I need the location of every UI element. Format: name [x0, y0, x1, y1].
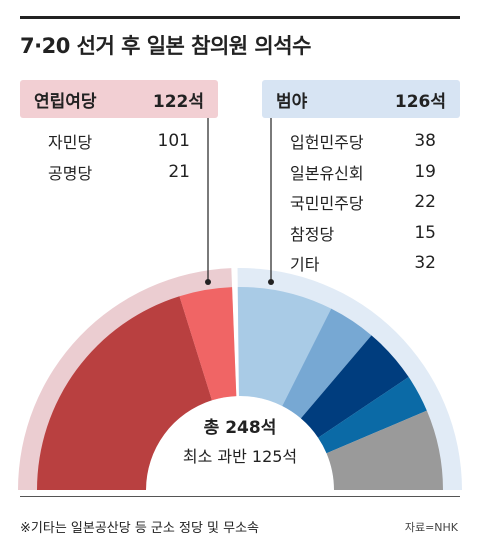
- footnote: ※기타는 일본공산당 등 군소 정당 및 무소속: [20, 521, 260, 536]
- top-rule: [20, 16, 460, 19]
- list-item: 일본유신회 19: [290, 157, 436, 188]
- opposition-header: 범야 126석: [262, 80, 460, 118]
- party-seats: 32: [414, 253, 436, 274]
- list-item: 국민민주당 22: [290, 187, 436, 218]
- list-item: 참정당 15: [290, 218, 436, 249]
- opposition-leader-line-dot: [268, 279, 274, 285]
- list-item: 공명당 21: [48, 157, 190, 188]
- party-seats: 101: [157, 131, 190, 152]
- list-item: 입헌민주당 38: [290, 126, 436, 157]
- party-name: 일본유신회: [290, 163, 364, 183]
- ruling-coalition-header: 연립여당 122석: [20, 80, 218, 118]
- segment-sanseito: [318, 377, 427, 454]
- party-name: 자민당: [48, 133, 93, 153]
- party-seats: 21: [168, 161, 190, 182]
- list-item: 기타 32: [290, 248, 436, 279]
- party-seats: 15: [414, 222, 436, 243]
- opposition-seats: 126석: [394, 91, 446, 112]
- segment-ldp: [37, 296, 212, 490]
- segment-others: [326, 410, 443, 490]
- party-name: 국민민주당: [290, 194, 364, 214]
- source-credit: 자료=NHK: [404, 521, 458, 534]
- ruling-coalition-seats: 122석: [152, 91, 204, 112]
- party-name: 입헌민주당: [290, 133, 364, 153]
- party-name: 공명당: [48, 163, 93, 183]
- party-name: 기타: [290, 255, 320, 275]
- party-seats: 22: [414, 192, 436, 213]
- ruling-party-list: 자민당 101 공명당 21: [48, 126, 190, 187]
- ruling-coalition-label: 연립여당: [34, 91, 97, 112]
- segment-cdp: [237, 287, 332, 407]
- party-seats: 19: [414, 161, 436, 182]
- list-item: 자민당 101: [48, 126, 190, 157]
- party-name: 참정당: [290, 224, 335, 244]
- opposition-party-list: 입헌민주당 38 일본유신회 19 국민민주당 22 참정당 15 기타 32: [290, 126, 436, 279]
- majority-label: 최소 과반 125석: [182, 447, 298, 466]
- segment-dpfp: [300, 335, 409, 438]
- ruling-leader-line-dot: [205, 279, 211, 285]
- total-seats-label: 총 248석: [203, 418, 277, 438]
- segment-ishin: [282, 308, 372, 419]
- bottom-rule: [20, 496, 460, 497]
- segment-komeito: [179, 287, 237, 401]
- party-seats: 38: [414, 131, 436, 152]
- chart-title: 7·20 선거 후 일본 참의원 의석수: [20, 34, 311, 58]
- opposition-label: 범야: [276, 91, 308, 112]
